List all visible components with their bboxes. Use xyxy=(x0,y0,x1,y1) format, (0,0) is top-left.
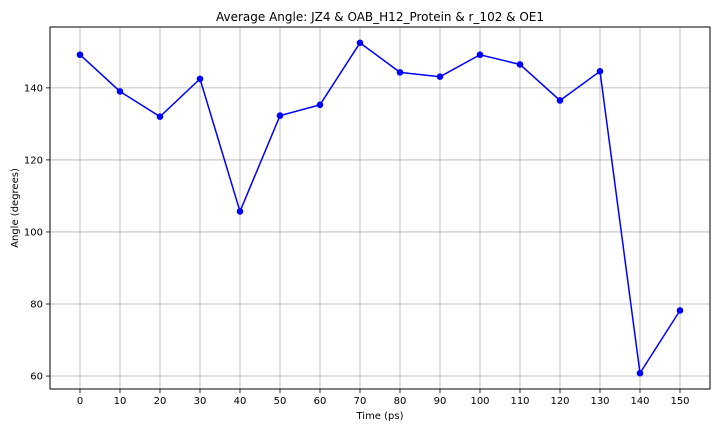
y-tick-label: 60 xyxy=(30,372,43,383)
data-point xyxy=(636,369,644,377)
data-point xyxy=(556,97,564,104)
y-tick-label: 80 xyxy=(30,299,43,310)
x-tick-label: 50 xyxy=(274,396,287,407)
data-point xyxy=(76,51,84,59)
y-tick-label: 140 xyxy=(24,83,43,94)
x-tick-label: 90 xyxy=(434,396,447,407)
data-point xyxy=(276,112,284,119)
series-line xyxy=(79,41,681,376)
x-tick-label: 70 xyxy=(354,396,367,407)
x-axis-label: Time (ps) xyxy=(355,411,403,422)
y-axis-label: Angle (degrees) xyxy=(10,168,21,248)
data-point xyxy=(516,61,524,68)
data-point xyxy=(356,39,364,47)
chart-title: Average Angle: JZ4 & OAB_H12_Protein & r… xyxy=(216,10,544,24)
x-tick-label: 150 xyxy=(670,396,689,407)
data-point xyxy=(316,101,324,109)
data-point xyxy=(476,51,484,59)
x-tick-label: 0 xyxy=(77,396,83,407)
x-tick-label: 30 xyxy=(194,396,207,407)
x-tick-label: 40 xyxy=(234,396,247,407)
y-axis-ticks: 60 80 100 120 140 xyxy=(24,83,50,383)
x-tick-label: 60 xyxy=(314,396,327,407)
plot-area-frame xyxy=(49,26,711,390)
x-axis-ticks: 0 10 20 30 40 50 60 70 80 90 100 110 120 130 140 150 xyxy=(77,389,690,407)
x-tick-label: 100 xyxy=(470,396,489,407)
data-point xyxy=(396,69,404,76)
data-point xyxy=(676,307,684,314)
data-point xyxy=(196,75,204,83)
x-tick-label: 20 xyxy=(154,396,167,407)
x-tick-label: 130 xyxy=(590,396,609,407)
series-layer xyxy=(76,39,684,377)
y-tick-label: 120 xyxy=(24,155,43,166)
x-tick-label: 140 xyxy=(630,396,649,407)
data-point xyxy=(436,73,444,81)
data-point xyxy=(116,88,124,95)
x-tick-label: 110 xyxy=(510,396,529,407)
x-tick-label: 10 xyxy=(114,396,127,407)
data-point xyxy=(596,68,604,75)
x-tick-label: 120 xyxy=(550,396,569,407)
data-point xyxy=(236,208,244,215)
grid xyxy=(50,27,710,389)
x-tick-label: 80 xyxy=(394,396,407,407)
data-point xyxy=(156,113,164,120)
y-tick-label: 100 xyxy=(24,227,43,238)
